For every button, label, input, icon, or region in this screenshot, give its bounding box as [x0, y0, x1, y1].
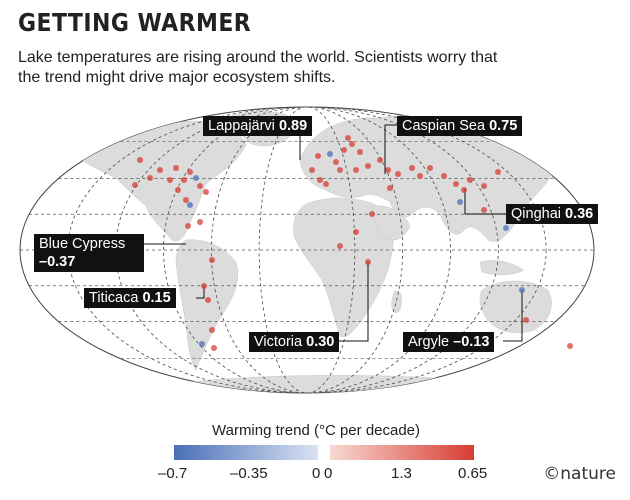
land-australia — [479, 280, 552, 333]
lake-marker — [132, 182, 138, 188]
lake-marker — [185, 223, 191, 229]
callout-leader-line — [196, 286, 205, 299]
lake-marker — [467, 177, 473, 183]
land-north-america — [69, 120, 247, 242]
page-title: GETTING WARMER — [18, 8, 252, 37]
lake-marker — [481, 183, 487, 189]
lake-marker — [523, 317, 529, 323]
lake-marker — [503, 225, 509, 231]
lake-marker — [369, 211, 375, 217]
callout-titicaca: Titicaca 0.15 — [84, 288, 176, 308]
lake-marker — [187, 202, 193, 208]
lake-marker — [199, 341, 205, 347]
lake-marker — [317, 177, 323, 183]
callout-leader-line — [464, 188, 506, 215]
legend-bar-cooling — [174, 445, 318, 460]
lake-marker — [309, 167, 315, 173]
lake-marker — [197, 183, 203, 189]
lake-marker — [461, 187, 467, 193]
lake-marker — [365, 163, 371, 169]
legend-title: Warming trend (°C per decade) — [212, 422, 421, 439]
legend-tick-pos-1: 1.3 — [391, 465, 412, 482]
callout-caspian-sea: Caspian Sea 0.75 — [397, 116, 523, 136]
lake-marker — [137, 157, 143, 163]
graticule-meridian — [210, 107, 404, 393]
legend-tick-neg-1: –0.35 — [230, 465, 268, 482]
lake-marker — [209, 257, 215, 263]
lake-marker — [323, 181, 329, 187]
graticule-meridian — [67, 107, 547, 393]
lake-marker — [387, 185, 393, 191]
lake-marker — [441, 173, 447, 179]
lake-marker — [427, 165, 433, 171]
callout-leader-line — [330, 262, 369, 342]
lake-marker — [481, 207, 487, 213]
lake-marker — [175, 187, 181, 193]
page-subtitle: Lake temperatures are rising around the … — [18, 49, 498, 86]
land-antarctica — [119, 375, 561, 393]
lake-marker — [167, 177, 173, 183]
lake-marker — [181, 177, 187, 183]
lake-marker — [395, 171, 401, 177]
land-south-america — [175, 239, 238, 371]
lake-marker — [409, 165, 415, 171]
lake-marker — [327, 151, 333, 157]
lake-marker — [357, 149, 363, 155]
lake-marker — [377, 157, 383, 163]
callout-argyle: Argyle –0.13 — [403, 332, 495, 352]
callout-victoria: Victoria 0.30 — [249, 332, 340, 352]
lake-marker — [567, 343, 573, 349]
legend-tick-neg-0: –0.7 — [158, 465, 188, 482]
callout-leader-line — [384, 124, 397, 174]
legend-tick-neg-2: 0 — [312, 465, 321, 482]
lake-marker — [209, 327, 215, 333]
callout-leader-line — [503, 290, 523, 342]
lake-marker — [353, 167, 359, 173]
lake-marker — [333, 159, 339, 165]
callout-qinghai: Qinghai 0.36 — [506, 204, 599, 224]
lake-marker — [187, 169, 193, 175]
land-indonesia — [479, 260, 525, 275]
lake-marker — [183, 197, 189, 203]
lake-marker — [201, 283, 207, 289]
callout-blue-cypress: Blue Cypress –0.37 — [34, 234, 144, 272]
graticule-meridian — [115, 107, 499, 393]
legend-tick-pos-0: 0 — [324, 465, 333, 482]
land-madagascar — [391, 290, 402, 313]
lake-marker — [337, 243, 343, 249]
lake-marker — [147, 175, 153, 181]
lake-marker — [337, 167, 343, 173]
legend-tick-pos-2: 0.65 — [458, 465, 488, 482]
lake-marker — [365, 259, 371, 265]
lake-marker — [495, 169, 501, 175]
lake-marker — [345, 135, 351, 141]
lake-marker — [157, 167, 163, 173]
lake-marker — [193, 175, 199, 181]
lake-marker — [205, 297, 211, 303]
lake-marker — [341, 147, 347, 153]
lake-marker — [173, 165, 179, 171]
nature-credit: ©nature — [543, 464, 616, 484]
world-map — [19, 106, 595, 394]
lake-marker — [349, 141, 355, 147]
graticule-meridian — [163, 107, 451, 393]
lake-marker — [385, 167, 391, 173]
lake-marker — [197, 219, 203, 225]
graticule-meridian — [258, 107, 356, 393]
lake-marker — [211, 345, 217, 351]
callout-lappajarvi: Lappajärvi 0.89 — [203, 116, 313, 136]
lake-marker — [203, 189, 209, 195]
land-arabia — [371, 205, 411, 241]
lake-marker — [417, 173, 423, 179]
lake-marker — [519, 287, 525, 293]
legend-bar-warming — [330, 445, 474, 460]
lake-marker — [453, 181, 459, 187]
lake-marker — [353, 229, 359, 235]
lake-marker — [315, 153, 321, 159]
lake-marker — [457, 199, 463, 205]
